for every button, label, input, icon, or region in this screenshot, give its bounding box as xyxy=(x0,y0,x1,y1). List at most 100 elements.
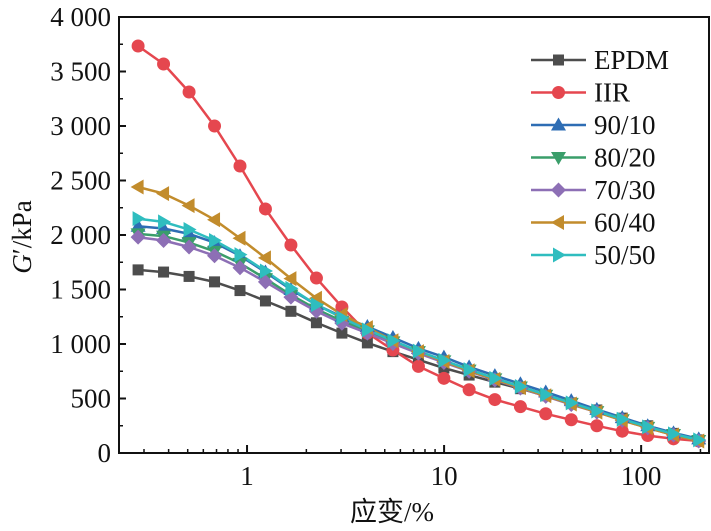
data-point-70-30 xyxy=(156,232,172,248)
data-point-50-50 xyxy=(489,370,503,386)
x-axis-title: 应变/% xyxy=(350,497,434,527)
data-point-50-50 xyxy=(565,395,579,411)
y-tick-label: 1 000 xyxy=(50,329,111,359)
legend-item-70-30: 70/30 xyxy=(531,175,656,205)
data-point-60-40 xyxy=(156,186,170,202)
legend-label-iir: IIR xyxy=(594,78,630,108)
data-point-50-50 xyxy=(234,247,248,263)
data-point-70-30 xyxy=(257,274,273,290)
data-point-70-30 xyxy=(207,248,223,264)
data-point-50-50 xyxy=(668,426,682,442)
data-point-50-50 xyxy=(591,403,605,419)
data-point-epdm xyxy=(209,276,221,288)
legend-marker-90-10 xyxy=(551,117,566,131)
y-axis-title-symbol: G xyxy=(7,254,37,274)
series-markers xyxy=(130,39,707,449)
legend-item-50-50: 50/50 xyxy=(531,240,656,270)
data-point-iir xyxy=(208,119,222,133)
data-point-50-50 xyxy=(642,419,656,435)
data-point-50-50 xyxy=(693,432,707,448)
data-point-50-50 xyxy=(361,322,375,338)
data-point-iir xyxy=(258,202,272,216)
y-tick-label: 2 000 xyxy=(50,220,111,250)
data-point-epdm xyxy=(361,337,373,349)
data-point-70-30 xyxy=(232,260,248,276)
x-axis: 1 10 100 xyxy=(143,445,702,491)
legend-label-60-40: 60/40 xyxy=(594,208,656,238)
x-tick-label: 1 xyxy=(240,461,254,491)
legend-marker-epdm xyxy=(553,54,564,66)
data-point-iir xyxy=(309,271,323,285)
y-tick-label: 3 500 xyxy=(50,57,111,87)
data-point-60-40 xyxy=(232,230,246,246)
legend-item-90-10: 90/10 xyxy=(531,110,656,140)
legend-marker-80-20 xyxy=(551,152,566,165)
data-point-50-50 xyxy=(209,232,223,248)
legend-item-epdm: EPDM xyxy=(531,45,669,75)
data-point-60-40 xyxy=(181,198,195,214)
data-point-70-30 xyxy=(181,239,197,255)
data-point-epdm xyxy=(183,270,195,282)
data-point-epdm xyxy=(132,264,144,276)
legend-label-50-50: 50/50 xyxy=(594,240,656,270)
y-axis-title-unit: /kPa xyxy=(7,200,37,248)
data-point-50-50 xyxy=(285,280,299,296)
data-point-50-50 xyxy=(616,411,630,427)
legend-label-epdm: EPDM xyxy=(594,45,669,75)
y-tick-label: 4 000 xyxy=(50,2,111,32)
data-point-50-50 xyxy=(259,263,273,279)
data-point-epdm xyxy=(158,266,170,278)
legend-marker-50-50 xyxy=(553,247,566,263)
series-markers-50-50 xyxy=(132,211,707,448)
legend-item-iir: IIR xyxy=(531,78,630,108)
x-tick-label: 100 xyxy=(621,461,662,491)
y-axis: 0 500 1 000 1 500 2 000 2 500 3 000 3 500 4 000 xyxy=(50,2,126,468)
x-tick-label: 10 xyxy=(431,461,458,491)
data-point-50-50 xyxy=(387,333,401,349)
y-tick-label: 3 000 xyxy=(50,111,111,141)
data-point-iir xyxy=(488,393,502,407)
data-point-50-50 xyxy=(310,297,324,313)
data-point-iir xyxy=(131,39,145,53)
data-point-epdm xyxy=(234,285,246,297)
data-point-iir xyxy=(539,407,553,421)
data-point-50-50 xyxy=(540,387,554,403)
data-point-iir xyxy=(513,400,527,414)
legend-marker-60-40 xyxy=(551,215,564,230)
legend-label-80-20: 80/20 xyxy=(594,143,656,173)
legend-label-70-30: 70/30 xyxy=(594,175,656,205)
data-point-iir xyxy=(284,238,298,252)
data-point-epdm xyxy=(259,295,271,307)
data-point-iir xyxy=(615,424,629,438)
data-point-60-40 xyxy=(283,271,297,287)
legend-item-60-40: 60/40 xyxy=(531,208,656,238)
data-point-iir xyxy=(233,159,247,173)
y-axis-title-prime: ′ xyxy=(7,248,37,254)
data-point-epdm xyxy=(336,327,348,339)
y-tick-label: 0 xyxy=(98,438,112,468)
legend-item-80-20: 80/20 xyxy=(531,143,656,173)
data-point-iir xyxy=(564,413,578,427)
data-point-epdm xyxy=(310,317,322,329)
data-point-70-30 xyxy=(130,229,146,245)
data-point-50-50 xyxy=(158,214,172,230)
y-axis-title: G′/kPa xyxy=(7,200,37,273)
data-point-50-50 xyxy=(132,211,146,227)
data-point-iir xyxy=(437,371,451,385)
data-point-iir xyxy=(411,359,425,373)
data-point-60-40 xyxy=(257,250,271,266)
data-point-iir xyxy=(182,85,196,99)
y-tick-label: 1 500 xyxy=(50,275,111,305)
data-point-50-50 xyxy=(438,352,452,368)
legend-label-90-10: 90/10 xyxy=(594,110,656,140)
y-tick-label: 2 500 xyxy=(50,166,111,196)
data-point-iir xyxy=(157,57,171,71)
legend-marker-70-30 xyxy=(551,182,566,198)
data-point-50-50 xyxy=(514,379,528,395)
data-point-60-40 xyxy=(207,212,221,228)
data-point-iir xyxy=(462,383,476,397)
data-point-50-50 xyxy=(336,310,350,326)
data-point-50-50 xyxy=(183,222,197,238)
